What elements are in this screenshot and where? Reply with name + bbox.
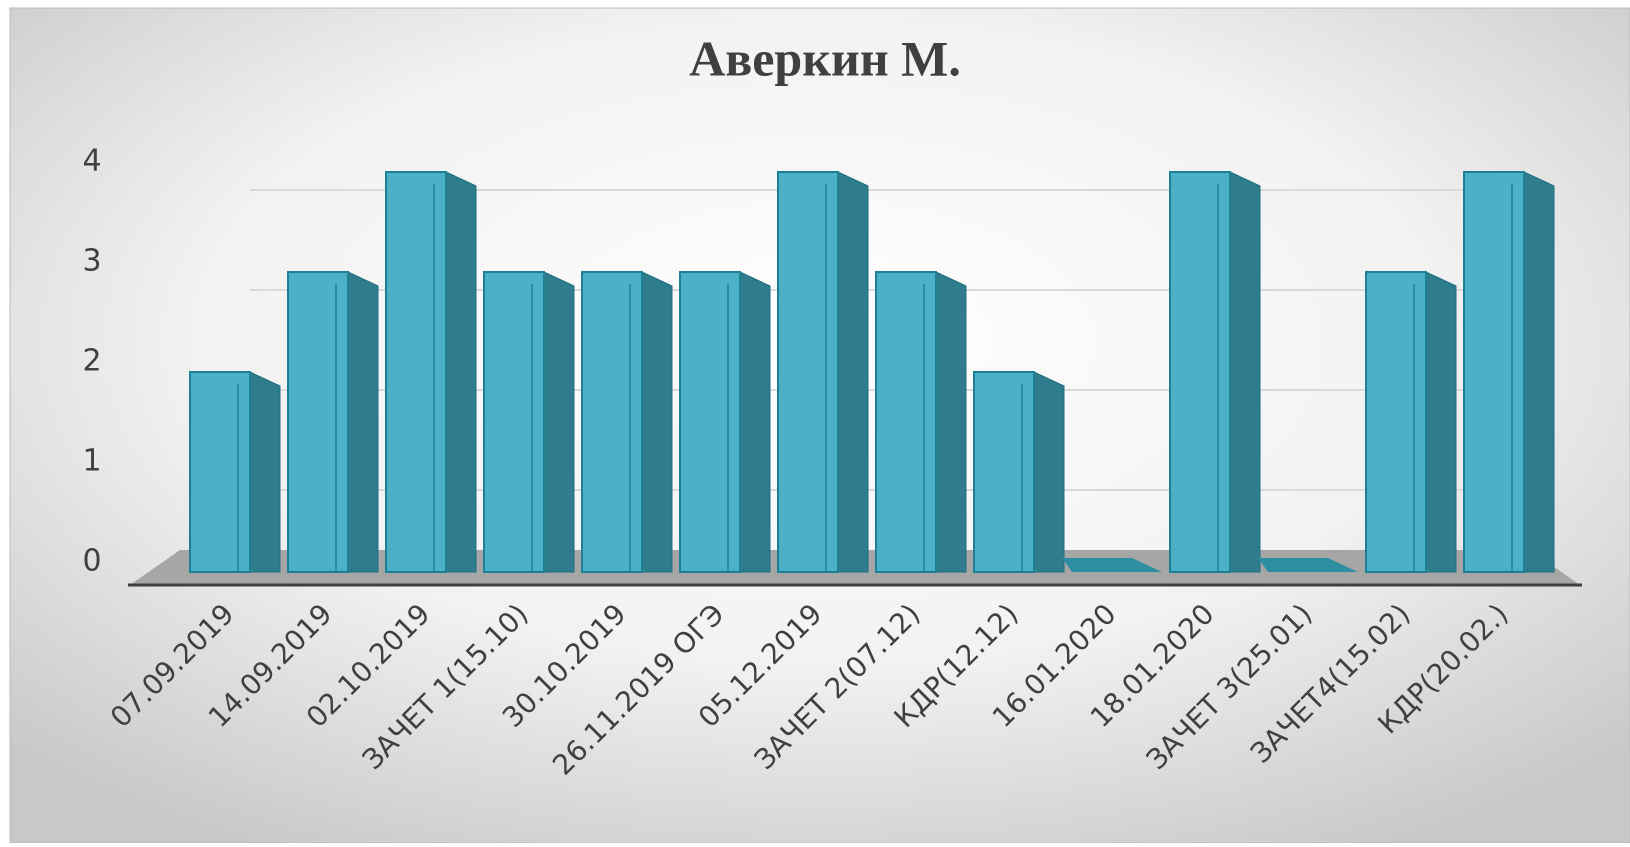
y-tick-label: 3: [82, 244, 101, 279]
bar: [1258, 558, 1358, 572]
bar-side: [445, 171, 477, 573]
bar-side: [837, 171, 869, 573]
bar: [287, 271, 349, 573]
y-tick-label: 4: [82, 144, 101, 179]
bar: [1169, 171, 1231, 573]
bar-side: [543, 271, 575, 573]
bar: [483, 271, 545, 573]
bar-side: [347, 271, 379, 573]
chart-title: Аверкин М.: [689, 30, 961, 86]
bar-side: [1229, 171, 1261, 573]
bar: [1365, 271, 1427, 573]
bar-side: [935, 271, 967, 573]
bar: [189, 371, 251, 573]
bar: [875, 271, 937, 573]
bar-side: [249, 371, 281, 573]
bar: [679, 271, 741, 573]
bar-side: [1425, 271, 1457, 573]
y-tick-label: 2: [82, 344, 101, 379]
bar-side: [1523, 171, 1555, 573]
bar: [385, 171, 447, 573]
y-tick-label: 1: [82, 444, 101, 479]
bar-side: [1033, 371, 1065, 573]
bar: [973, 371, 1035, 573]
y-tick-label: 0: [82, 544, 101, 579]
bar: [581, 271, 643, 573]
bar: [777, 171, 839, 573]
bar-side: [641, 271, 673, 573]
bar-side: [739, 271, 771, 573]
bar: [1062, 558, 1162, 572]
bar: [1463, 171, 1525, 573]
